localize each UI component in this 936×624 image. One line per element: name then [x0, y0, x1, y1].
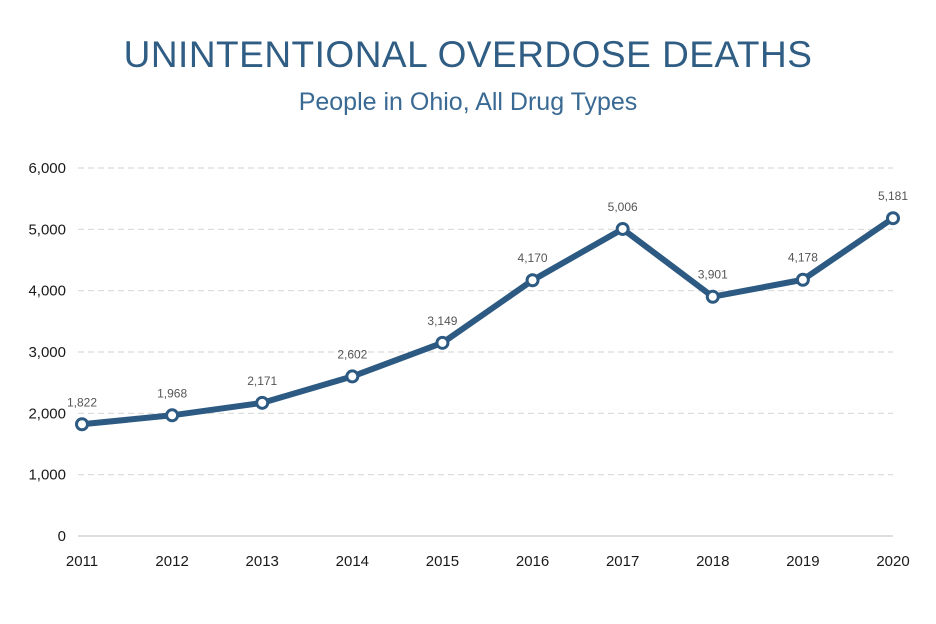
- data-point: [795, 272, 810, 287]
- x-tick-label: 2012: [155, 553, 188, 570]
- data-point: [886, 211, 900, 226]
- x-axis-ticks: 2011 2012 2013 2014 2015 2016 2017 2018 2019 2020: [66, 553, 910, 570]
- data-point: [705, 289, 720, 304]
- series-line-path: [79, 215, 896, 428]
- chart-title: UNINTENTIONAL OVERDOSE DEATHS: [123, 34, 813, 75]
- x-tick-label: 2019: [786, 553, 819, 570]
- data-label: 3,901: [698, 268, 728, 282]
- data-label: 5,006: [608, 200, 638, 214]
- data-point: [255, 395, 270, 410]
- data-label: 1,968: [157, 386, 187, 400]
- x-tick-label: 2017: [606, 553, 639, 570]
- data-point: [75, 417, 89, 432]
- x-tick-label: 2013: [246, 553, 279, 570]
- x-tick-label: 2018: [696, 553, 729, 570]
- series-line: [79, 215, 896, 428]
- y-tick-label: 0: [58, 528, 66, 545]
- data-point: [615, 221, 630, 236]
- y-tick-label: 3,000: [28, 344, 66, 361]
- data-points: [75, 211, 900, 432]
- x-tick-label: 2015: [426, 553, 459, 570]
- data-label: 5,181: [878, 189, 908, 203]
- data-point: [345, 369, 360, 384]
- x-tick-label: 2014: [336, 553, 369, 570]
- x-tick-label: 2011: [66, 553, 98, 570]
- chart-subtitle: People in Ohio, All Drug Types: [298, 88, 638, 116]
- y-tick-label: 2,000: [28, 405, 66, 422]
- x-tick-label: 2016: [516, 553, 549, 570]
- data-point: [525, 273, 540, 288]
- gridlines: [78, 167, 893, 537]
- data-labels: 1,822 1,968 2,171 2,602 3,149 4,170 5,006 3,901…: [67, 189, 908, 409]
- data-label: 4,170: [518, 251, 548, 265]
- y-tick-label: 4,000: [28, 283, 66, 300]
- x-tick-label: 2020: [876, 553, 909, 570]
- data-label: 3,149: [427, 314, 457, 328]
- data-label: 2,171: [247, 374, 277, 388]
- data-label: 2,602: [337, 347, 367, 361]
- data-label: 1,822: [67, 395, 97, 409]
- data-point: [435, 335, 450, 350]
- y-tick-label: 5,000: [28, 221, 66, 238]
- y-tick-label: 6,000: [28, 160, 66, 177]
- data-point: [165, 408, 180, 423]
- y-tick-label: 1,000: [28, 467, 66, 484]
- y-axis-ticks: 0 1,000 2,000 3,000 4,000 5,000 6,000: [28, 160, 66, 545]
- data-label: 4,178: [788, 251, 818, 265]
